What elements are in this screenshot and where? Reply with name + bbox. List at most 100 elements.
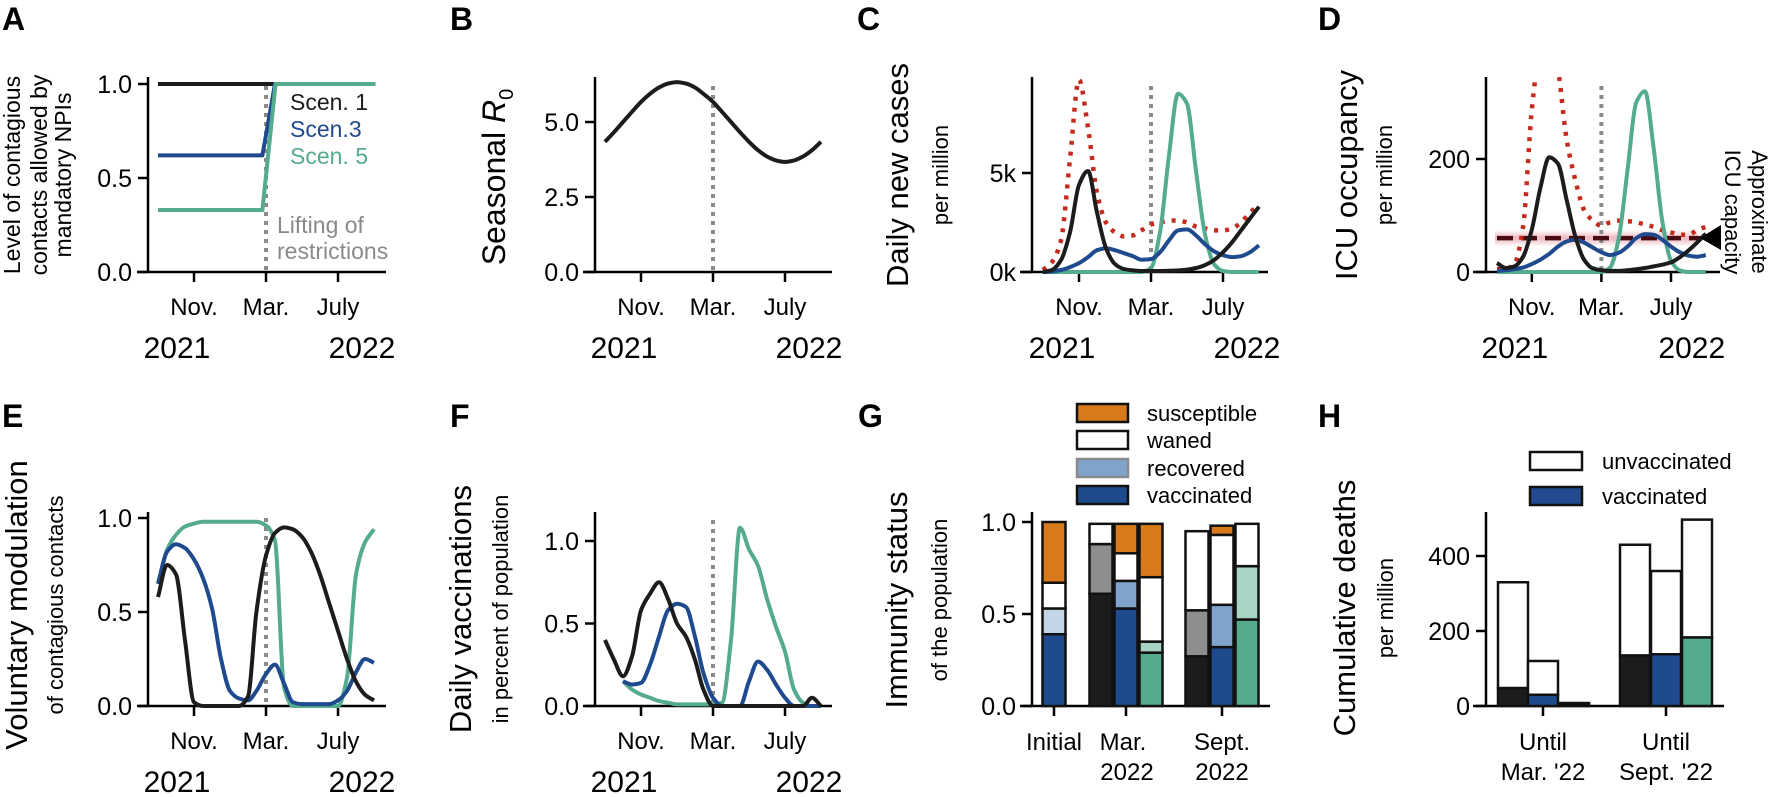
bar-segment-unvaccinated [1680,518,1714,639]
x-tick-label: Mar. [243,294,290,321]
y-tick-label: 5k [990,160,1017,188]
bar-segment-recovered [1113,579,1139,610]
y-tick-label: 1.0 [97,71,132,99]
y-tick-label: 0.5 [97,165,132,193]
bar-segment-vaccinated [1496,686,1530,708]
legend-label-unvaccinated: unvaccinated [1602,449,1732,474]
bar-segment-susceptible [1138,522,1164,579]
legend-swatch-unvaccinated [1528,450,1584,472]
series-line-scen3 [622,601,821,708]
x-tick-label: Until [1642,729,1690,756]
y-axis-label: Immunity status [879,491,914,708]
x-tick-label: Mar. [1128,294,1175,321]
panel-letter: A [2,1,25,37]
panel-letter: B [450,1,473,37]
bar-segment-unvaccinated [1526,659,1560,696]
bar-segment-unvaccinated [1649,569,1683,656]
bar-segment-vaccinated [1088,592,1114,708]
series-line-scen1 [1495,155,1708,273]
y-axis-label: Daily new cases [880,63,915,287]
panel-e: E Voluntary modulation of contagious conta… [0,398,395,797]
x-tick-label: Sept. [1194,729,1250,756]
bar-segment-vaccinated [1680,636,1714,708]
series-line-scen5 [621,525,821,708]
legend-label-scen3: Scen.3 [290,116,362,142]
panel-letter: C [857,1,880,37]
bar-segment-vaccinated [1526,693,1560,708]
year-label: 2021 [144,332,211,365]
y-tick-label: 0.5 [981,601,1016,629]
y-axis-sublabel: of the population [927,519,952,682]
panel-b: B Seasonal R0 0.0 2.5 5.0 Nov. Mar. July 2021 202… [450,1,842,365]
bar-segment-vaccinated [1618,654,1652,708]
x-tick-label: Nov. [170,294,218,321]
bar-segment-waned [1209,533,1235,607]
x-tick-label: July [1650,294,1693,321]
bar-segment-recovered [1041,607,1067,636]
year-label: 2021 [144,766,211,797]
year-label: 2022 [776,332,843,365]
series-line-scen3 [156,542,375,707]
year-label: 2021 [591,332,658,365]
legend-label-vaccinated: vaccinated [1147,483,1252,508]
bar-segment-waned [1113,552,1139,583]
y-tick-label: 200 [1428,146,1470,174]
y-tick-label: 0.0 [544,693,579,721]
panel-letter: H [1318,398,1341,434]
y-tick-label: 5.0 [544,109,579,137]
x-tick-label: Nov. [617,294,665,321]
x-tick-label: Nov. [1055,294,1103,321]
x-tick-label: Mar. [243,728,290,755]
bar-segment-unvaccinated [1618,543,1652,657]
y-tick-label: 400 [1428,543,1470,571]
legend-label-scen5: Scen. 5 [290,143,368,169]
year-label: 2022 [329,766,396,797]
bar-segment-waned [1041,581,1067,610]
year-label: 2022 [1658,332,1725,365]
y-tick-label: 0.0 [97,693,132,721]
series-group [603,80,823,164]
bar-segment-susceptible [1113,522,1139,555]
capacity-annotation: ICU capacity [1720,150,1745,275]
legend-swatch-vaccinated [1075,484,1130,506]
bar-segment-vaccinated [1113,607,1139,708]
x-tick-label: Mar. [690,728,737,755]
y-axis-label: Daily vaccinations [443,485,478,733]
series-line-scen3 [1496,232,1707,273]
y-tick-label: 1.0 [544,528,579,556]
y-axis-sublabel: per million [1373,558,1398,658]
x-tick-label: July [764,294,807,321]
legend-label-vaccinated: vaccinated [1602,484,1707,509]
y-axis-sublabel: per million [928,125,953,225]
x-tick-label: Nov. [1508,294,1556,321]
y-axis-sublabel: contacts allowed by [26,74,52,275]
x-tick-label: July [764,728,807,755]
lifting-annotation: restrictions [277,238,388,264]
y-axis-label: Level of contagious [0,76,25,274]
capacity-annotation: Approximate [1747,150,1772,274]
y-axis-sublabel: mandatory NPIs [50,93,76,258]
x-tick-label: Sept. '22 [1619,759,1713,786]
y-axis-label: Voluntary modulation [0,460,34,750]
bar-segment-susceptible [1041,520,1067,584]
bar-segment-susceptible [1209,524,1235,537]
x-tick-label: 2022 [1100,759,1153,786]
y-tick-label: 1.0 [981,509,1016,537]
bar-segment-waned [1234,522,1260,568]
y-axis-label: ICU occupancy [1329,69,1364,280]
year-label: 2021 [1481,332,1548,365]
x-tick-label: Mar. [1578,294,1625,321]
year-label: 2021 [591,766,658,797]
panel-a: A Level of contagious contacts allowed bym… [0,1,395,365]
y-tick-label: 0.0 [981,693,1016,721]
series-line-no_measures [1496,77,1707,272]
bar-segment-recovered [1184,609,1210,658]
y-axis-sublabel: in percent of population [488,495,513,724]
y-axis-label: Seasonal R0 [476,89,518,266]
bar-segment-waned [1138,575,1164,643]
y-axis-label-text: Seasonal [476,123,512,265]
legend-swatch-susceptible [1075,402,1130,424]
series-line-no_measures [1041,77,1261,272]
panel-f: F Daily vaccinations in percent of populat… [443,398,842,797]
